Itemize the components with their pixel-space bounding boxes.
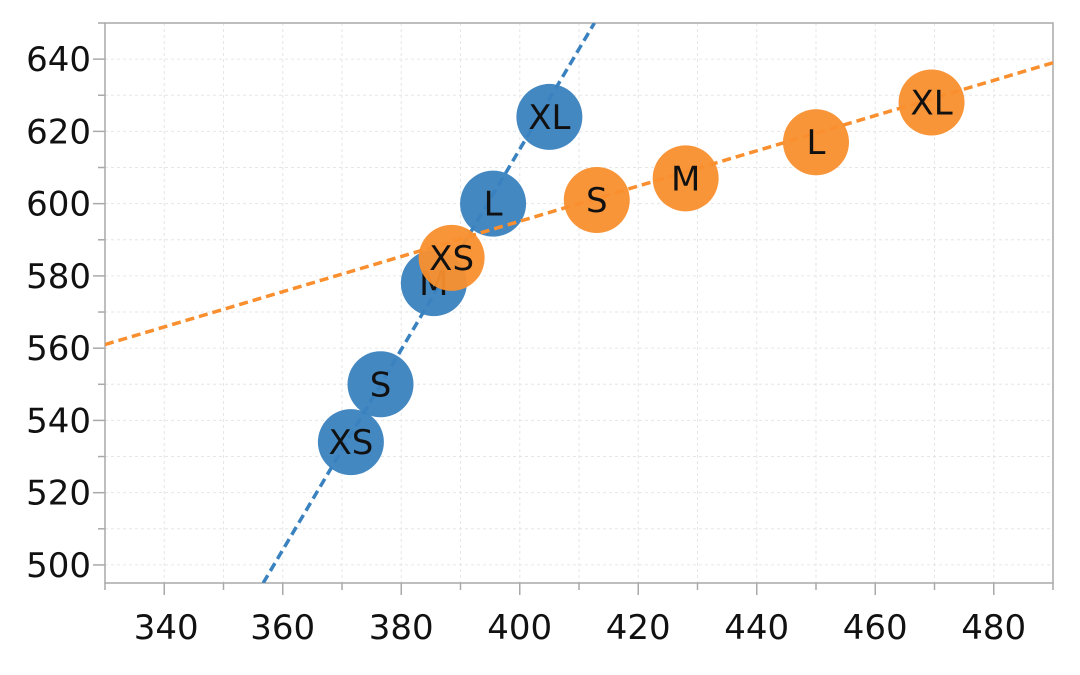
y-tick-label: 500 xyxy=(26,546,91,586)
x-tick-label: 440 xyxy=(724,608,789,648)
x-tick-label: 380 xyxy=(369,608,434,648)
y-tick-label: 520 xyxy=(26,474,91,514)
data-point-label: S xyxy=(586,181,608,221)
x-tick-label: 460 xyxy=(843,608,908,648)
data-point xyxy=(317,409,384,476)
y-tick-label: 540 xyxy=(26,401,91,441)
data-point xyxy=(898,69,965,136)
data-point-label: XL xyxy=(528,98,570,138)
data-point xyxy=(783,109,849,176)
data-point xyxy=(516,83,583,150)
data-point-label: M xyxy=(671,159,700,199)
series-1: XS S M L XL xyxy=(105,61,1053,347)
plot-area: XSSMLXLXSSMLXL xyxy=(105,23,1053,583)
y-tick-label: 620 xyxy=(26,112,91,152)
data-point-label: L xyxy=(807,123,826,163)
y-tick-label: 640 xyxy=(26,40,91,80)
x-tick-label: 340 xyxy=(134,608,199,648)
data-point xyxy=(347,351,414,418)
x-tick-label: 360 xyxy=(250,608,315,648)
y-tick-label: 580 xyxy=(26,257,91,297)
data-point-label: XS xyxy=(328,423,373,463)
x-tick-label: 480 xyxy=(961,608,1026,648)
data-point xyxy=(418,224,485,291)
axes: 340 360 380 400 420 440 460 480 500 520 540 560 580 6… xyxy=(26,22,1054,648)
data-point xyxy=(652,145,719,212)
x-tick-label: 400 xyxy=(487,608,552,648)
data-point-label: L xyxy=(484,185,503,225)
data-point-label: XL xyxy=(910,83,952,123)
x-tick-label: 420 xyxy=(606,608,671,648)
data-point xyxy=(460,170,527,237)
y-tick-label: 600 xyxy=(26,185,91,225)
data-point-label: S xyxy=(370,365,392,405)
data-point xyxy=(563,167,630,234)
data-point-label: XS xyxy=(429,239,474,279)
y-tick-label: 560 xyxy=(26,329,91,369)
